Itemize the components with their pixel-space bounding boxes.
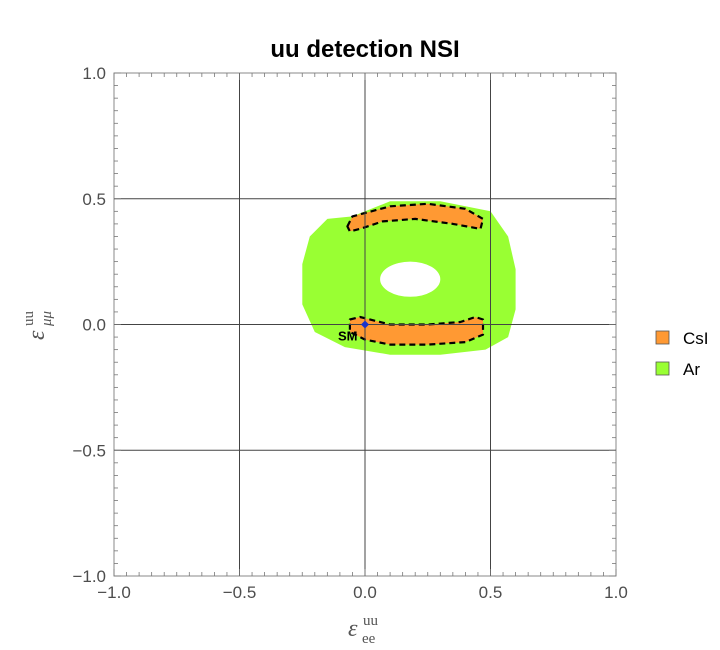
y-tick-label: 1.0 [82, 64, 106, 83]
csi-region-1 [346, 202, 485, 233]
legend: CsI Ar [655, 329, 709, 379]
legend-swatch-ar [655, 361, 670, 376]
x-tick-label: 0.0 [353, 583, 377, 602]
ar-region [302, 201, 516, 355]
sm-label: SM [338, 329, 358, 344]
x-tick-label: −0.5 [223, 583, 257, 602]
x-axis-label: ε ee uu [348, 613, 379, 647]
sm-point [361, 320, 369, 329]
y-axis-label-symbol: ε [24, 330, 50, 340]
y-axis-label-sup: uu [21, 311, 37, 327]
x-axis-label-sup: uu [363, 613, 379, 629]
legend-label-ar: Ar [683, 360, 700, 379]
x-axis-label-symbol: ε [348, 616, 358, 642]
y-tick-label: −1.0 [72, 567, 106, 586]
legend-swatch-csi [655, 330, 670, 345]
x-tick-label: 0.5 [479, 583, 503, 602]
y-tick-label: 0.0 [82, 316, 106, 335]
chart-title: uu detection NSI [270, 36, 459, 63]
ticks-layer: −1.0 −0.5 0.0 0.5 1.0 −1.0 −0.5 0.0 0.5 1.0 [72, 64, 627, 602]
x-tick-label: −1.0 [97, 583, 131, 602]
regions-layer [302, 201, 516, 355]
y-tick-label: 0.5 [82, 190, 106, 209]
y-axis-label-sub: μμ [39, 310, 55, 327]
legend-label-csi: CsI [683, 329, 709, 348]
y-tick-label: −0.5 [72, 441, 106, 460]
x-axis-label-sub: ee [362, 631, 376, 647]
points-layer: SM [338, 320, 369, 344]
x-tick-label: 1.0 [604, 583, 628, 602]
y-axis-label: ε μμ uu [21, 310, 55, 340]
csi-region-2 [348, 315, 485, 346]
